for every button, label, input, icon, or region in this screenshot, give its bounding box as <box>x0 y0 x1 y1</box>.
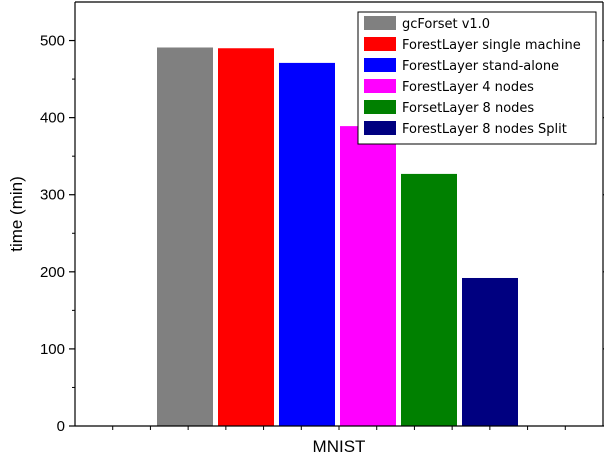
legend-box <box>357 11 597 145</box>
y-tick-label-200: 200 <box>40 264 65 281</box>
y-tick-label-0: 0 <box>57 418 65 435</box>
bar-2 <box>218 48 274 426</box>
y-tick-label-100: 100 <box>40 341 65 358</box>
legend-label-2: ForestLayer single machine <box>402 38 581 53</box>
bar-1 <box>157 47 213 426</box>
legend: gcForset v1.0 ForestLayer single machine F… <box>357 11 597 145</box>
y-tick-label-500: 500 <box>40 33 65 50</box>
bars-group <box>157 47 518 426</box>
bar-4 <box>340 126 396 426</box>
legend-swatch-1 <box>364 16 396 30</box>
bar-3 <box>279 62 335 426</box>
axes-group <box>74 1 604 427</box>
y-axis-title: time (min) <box>7 176 26 252</box>
x-axis-title: MNIST <box>313 437 366 456</box>
legend-label-1: gcForset v1.0 <box>402 17 490 32</box>
legend-label-6: ForestLayer 8 nodes Split <box>402 122 567 137</box>
y-ticks-group: 0 100 200 300 400 500 <box>40 33 604 435</box>
legend-swatch-5 <box>364 100 396 114</box>
legend-swatch-3 <box>364 58 396 72</box>
y-tick-label-300: 300 <box>40 187 65 204</box>
y-tick-label-400: 400 <box>40 110 65 127</box>
legend-swatch-4 <box>364 79 396 93</box>
legend-label-3: ForestLayer stand-alone <box>402 59 559 74</box>
legend-swatch-6 <box>364 121 396 135</box>
legend-label-4: ForestLayer 4 nodes <box>402 80 534 95</box>
bar-5 <box>401 173 457 426</box>
bar-6 <box>462 277 518 426</box>
legend-label-5: ForsetLayer 8 nodes <box>402 101 534 116</box>
legend-swatch-2 <box>364 37 396 51</box>
